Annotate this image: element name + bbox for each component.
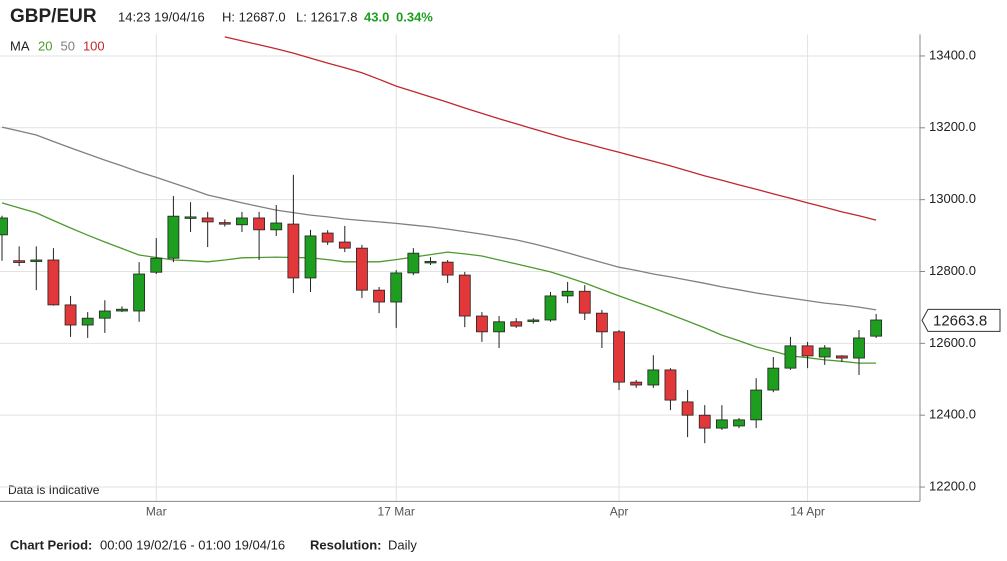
candle-body xyxy=(493,321,505,333)
y-tick-label: 12800.0 xyxy=(929,263,976,278)
timestamp: 14:23 19/04/16 xyxy=(118,9,205,24)
candle-body xyxy=(441,261,454,276)
candle-body xyxy=(98,310,111,319)
candle-body xyxy=(870,319,883,337)
candle-body xyxy=(664,369,677,401)
y-tick-label: 13000.0 xyxy=(929,191,976,206)
legend-entry: 20 xyxy=(38,38,52,53)
x-tick-label: Apr xyxy=(610,505,629,519)
ma-line xyxy=(1,126,877,311)
candle-body xyxy=(304,235,317,279)
candle-body xyxy=(321,232,334,243)
candle-body xyxy=(767,367,780,391)
price-tag xyxy=(921,308,1001,332)
candle-body xyxy=(527,319,540,322)
x-tick-label: Mar xyxy=(146,505,167,519)
candle-body xyxy=(647,369,660,386)
candle-body xyxy=(133,273,146,312)
symbol: GBP/EUR xyxy=(10,6,97,27)
candle-body xyxy=(458,274,471,317)
y-tick-label: 12600.0 xyxy=(929,335,976,350)
candle-body xyxy=(150,257,163,273)
candle-body xyxy=(561,290,574,297)
candle-body xyxy=(201,217,214,223)
candle-body xyxy=(818,347,831,358)
day-high: H: 12687.0 xyxy=(222,9,286,24)
candle-body xyxy=(835,355,848,359)
candle-body xyxy=(236,217,248,226)
y-tick-label: 13200.0 xyxy=(929,119,976,134)
candle-body xyxy=(116,308,128,312)
candle-body xyxy=(270,222,283,231)
period: 00:00 19/02/16 - 01:00 19/04/16 xyxy=(100,537,285,552)
candle-body xyxy=(30,259,43,262)
annotation: Data is Indicative xyxy=(8,483,100,497)
y-tick-label: 13400.0 xyxy=(929,47,976,62)
ma-line xyxy=(224,36,877,221)
last-price: 12663.8 xyxy=(933,312,987,329)
candle-body xyxy=(356,247,368,291)
candle-body xyxy=(578,290,591,314)
candle-body xyxy=(184,216,197,219)
candle-body xyxy=(784,345,797,369)
candle-body xyxy=(544,295,557,321)
candle-body xyxy=(167,215,180,259)
resolution: Daily xyxy=(388,537,417,552)
candle-body xyxy=(338,241,351,249)
legend-entry: 100 xyxy=(83,38,105,53)
candle-body xyxy=(613,331,625,383)
candle-body xyxy=(596,312,608,333)
candle-body xyxy=(373,289,385,303)
candle-body xyxy=(424,261,437,264)
x-tick-label: 14 Apr xyxy=(790,505,825,519)
y-tick-label: 12400.0 xyxy=(929,407,976,422)
ma-line xyxy=(1,202,877,364)
candle-body xyxy=(681,401,694,416)
resolution-label: Resolution: xyxy=(310,537,382,552)
candle-body xyxy=(253,217,266,231)
candle-body xyxy=(801,345,814,357)
period-label: Chart Period: xyxy=(10,537,92,552)
y-tick-label: 12200.0 xyxy=(929,478,976,493)
candle-body xyxy=(13,260,26,263)
candle-body xyxy=(510,321,523,327)
candle-body xyxy=(47,259,60,306)
candle-body xyxy=(630,381,643,386)
candle-body xyxy=(81,317,94,326)
candle-body xyxy=(698,414,711,429)
candle-body xyxy=(407,252,420,274)
candle-body xyxy=(390,272,403,303)
legend-title: MA xyxy=(10,38,30,53)
day-low: L: 12617.8 xyxy=(296,9,357,24)
candle-body xyxy=(853,337,865,359)
candle-body xyxy=(733,419,745,427)
candle-body xyxy=(64,304,77,326)
change-pct: 0.34% xyxy=(396,9,433,24)
candle-body xyxy=(750,389,763,421)
x-tick-label: 17 Mar xyxy=(378,505,415,519)
candle-body xyxy=(476,315,488,333)
change: 43.0 xyxy=(364,9,389,24)
candle-body xyxy=(715,419,728,429)
legend-entry: 50 xyxy=(60,38,74,53)
candle-body xyxy=(0,217,8,236)
candle-body xyxy=(218,222,231,225)
candle-body xyxy=(287,223,300,279)
